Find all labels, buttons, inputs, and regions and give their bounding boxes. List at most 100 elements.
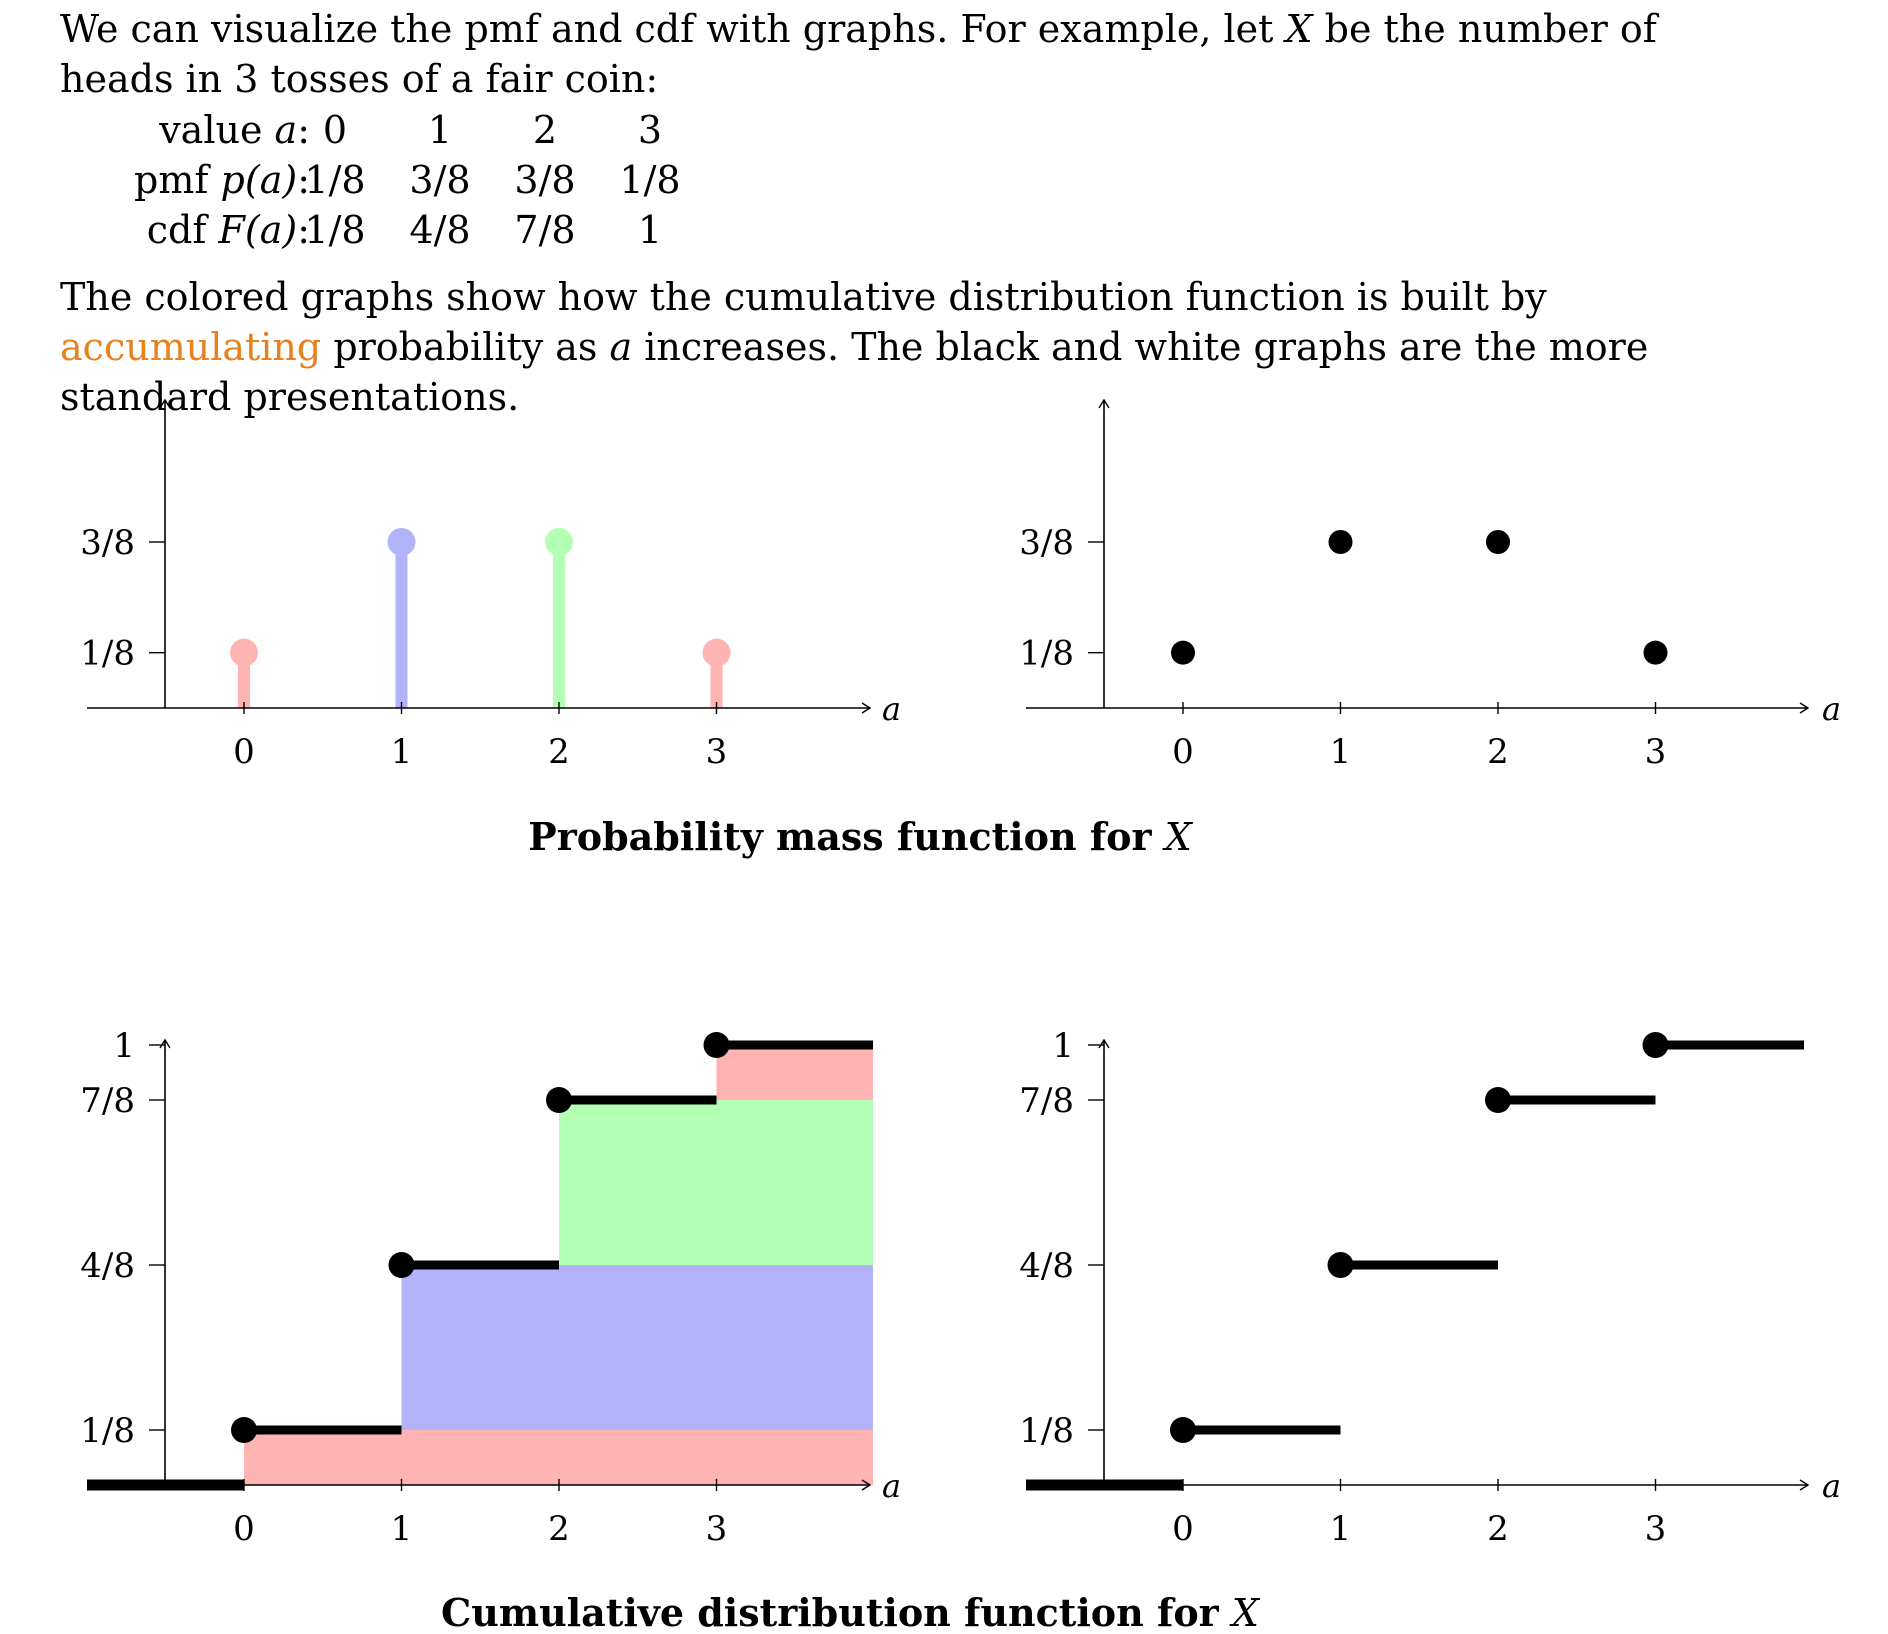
x-tick-label: 2 — [548, 732, 570, 772]
x-tick-label: 0 — [1172, 732, 1194, 772]
cdf-standard-chart: a 0 1 2 3 1/8 4/8 7/8 1 — [1019, 1026, 1841, 1549]
y-axis-arrow — [1098, 398, 1110, 409]
pmf-point — [545, 527, 573, 556]
label-var: F(a) — [218, 208, 298, 252]
pmf-point — [387, 527, 416, 556]
x-tick-label: 1 — [1330, 1509, 1352, 1549]
x-tick-label: 1 — [391, 732, 413, 772]
x-tick-label: 1 — [1330, 732, 1352, 772]
y-tick-label: 1/8 — [80, 634, 135, 674]
table-row-label: pmf p(a): — [70, 158, 310, 202]
intro-paragraph: We can visualize the pmf and cdf with gr… — [60, 4, 1760, 104]
label-pre: value — [159, 108, 275, 152]
y-axis-arrow — [159, 398, 171, 409]
pmf-point — [1171, 640, 1195, 665]
y-tick-label: 4/8 — [1019, 1246, 1074, 1286]
explanation-text-c: increases. The black and white graphs ar… — [60, 325, 1649, 419]
cdf-step-point — [1642, 1032, 1669, 1058]
pmf-caption-text: Probability mass function for — [528, 814, 1165, 859]
y-tick-label: 3/8 — [80, 523, 135, 563]
x-tick-label: 0 — [1172, 1509, 1194, 1549]
label-post: : — [297, 108, 310, 152]
x-tick-label: 3 — [1645, 732, 1667, 772]
y-tick-label: 3/8 — [1019, 523, 1074, 563]
x-tick-label: 0 — [233, 732, 255, 772]
x-axis-arrow — [861, 702, 872, 714]
table-cell: 1/8 — [304, 208, 366, 252]
pmf-caption: Probability mass function for X — [528, 814, 1194, 859]
x-tick-label: 3 — [706, 1509, 728, 1549]
cdf-band — [244, 1430, 873, 1485]
table-row-cdf: cdf F(a): 1/8 4/8 7/8 1 — [70, 208, 770, 258]
x-tick-label: 0 — [233, 1509, 255, 1549]
y-tick-label: 1/8 — [80, 1411, 135, 1451]
intro-var: X — [1285, 7, 1313, 51]
cdf-step-point — [703, 1032, 730, 1058]
x-tick-label: 2 — [1487, 732, 1509, 772]
x-tick-label: 1 — [391, 1509, 413, 1549]
y-tick-label: 4/8 — [80, 1246, 135, 1286]
label-post: : — [297, 158, 310, 202]
cdf-band — [401, 1265, 873, 1430]
cdf-step-point — [231, 1417, 257, 1443]
table-cell: 0 — [322, 108, 348, 152]
y-tick-label: 1 — [113, 1026, 135, 1066]
cdf-step-point — [1485, 1087, 1511, 1113]
cdf-step-point — [388, 1252, 415, 1278]
y-tick-label: 1/8 — [1019, 634, 1074, 674]
x-axis-arrow — [1799, 1479, 1810, 1491]
x-tick-label: 3 — [1645, 1509, 1667, 1549]
table-cell: 7/8 — [514, 208, 576, 252]
label-post: : — [297, 208, 310, 252]
cdf-band — [716, 1045, 873, 1100]
table-cell: 1 — [637, 208, 663, 252]
pmf-colored-chart: a 0 1 2 3 1/8 3/8 — [80, 398, 901, 772]
pmf-caption-var: X — [1162, 815, 1194, 859]
table-row-label: value a: — [70, 108, 310, 152]
label-pre: pmf — [134, 158, 221, 202]
table-cell: 3/8 — [514, 158, 576, 202]
explanation-var: a — [609, 325, 633, 369]
table-row-value: value a: 0 1 2 3 — [70, 108, 770, 158]
explanation-paragraph: The colored graphs show how the cumulati… — [60, 272, 1760, 422]
x-axis-label: a — [1822, 690, 1841, 728]
cdf-step-point — [1170, 1417, 1196, 1443]
label-var: a — [274, 108, 298, 152]
table-cell: 1 — [427, 108, 453, 152]
x-tick-label: 3 — [706, 732, 728, 772]
accumulating-highlight: accumulating — [60, 325, 322, 369]
label-var: p(a) — [220, 158, 298, 202]
y-tick-label: 7/8 — [80, 1081, 135, 1121]
label-pre: cdf — [146, 208, 219, 252]
x-axis-label: a — [882, 690, 901, 728]
intro-text-b: be the number of heads in 3 tosses of a … — [60, 7, 1657, 101]
explanation-text-a: The colored graphs show how the cumulati… — [60, 275, 1547, 319]
table-cell: 3/8 — [409, 158, 471, 202]
explanation-text-b: probability as — [321, 325, 610, 369]
intro-text-a: We can visualize the pmf and cdf with gr… — [60, 7, 1286, 51]
cdf-caption-var: X — [1229, 1591, 1261, 1634]
pmf-point — [1328, 529, 1353, 554]
y-tick-label: 1 — [1052, 1026, 1074, 1066]
table-cell: 1/8 — [304, 158, 366, 202]
table-cell: 3 — [637, 108, 663, 152]
x-tick-label: 2 — [1487, 1509, 1509, 1549]
cdf-band — [559, 1100, 873, 1265]
pmf-point — [702, 638, 731, 667]
x-tick-label: 2 — [548, 1509, 570, 1549]
table-row-pmf: pmf p(a): 1/8 3/8 3/8 1/8 — [70, 158, 770, 208]
table-cell: 2 — [532, 108, 558, 152]
x-axis-arrow — [861, 1479, 872, 1491]
table-cell: 1/8 — [619, 158, 681, 202]
cdf-step-point — [546, 1087, 572, 1113]
cdf-caption: Cumulative distribution function for X — [441, 1590, 1261, 1634]
cdf-colored-chart: a 0 1 2 3 1/8 4/8 7/8 1 — [80, 1026, 901, 1549]
cdf-caption-text: Cumulative distribution function for — [441, 1590, 1232, 1634]
table-row-label: cdf F(a): — [70, 208, 310, 252]
table-cell: 4/8 — [409, 208, 471, 252]
y-tick-label: 7/8 — [1019, 1081, 1074, 1121]
x-axis-label: a — [882, 1467, 901, 1505]
pmf-standard-chart: a 0 1 2 3 1/8 3/8 — [1019, 398, 1841, 772]
cdf-step-point — [1327, 1252, 1354, 1278]
